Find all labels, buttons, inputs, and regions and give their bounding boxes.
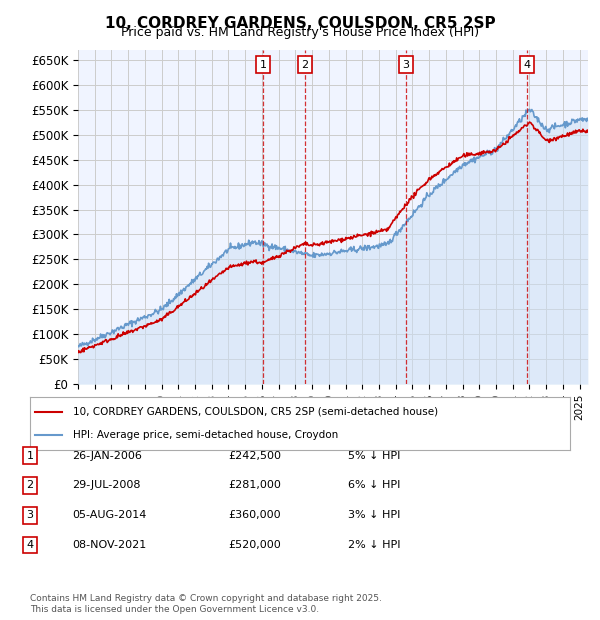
Text: 1: 1: [26, 451, 34, 461]
Text: 6% ↓ HPI: 6% ↓ HPI: [348, 480, 400, 490]
Text: 29-JUL-2008: 29-JUL-2008: [72, 480, 140, 490]
Text: £520,000: £520,000: [228, 540, 281, 550]
Text: 4: 4: [26, 540, 34, 550]
Text: 1: 1: [260, 60, 266, 69]
Text: 2% ↓ HPI: 2% ↓ HPI: [348, 540, 401, 550]
Text: 4: 4: [523, 60, 530, 69]
Text: 08-NOV-2021: 08-NOV-2021: [72, 540, 146, 550]
Text: 3: 3: [402, 60, 409, 69]
Text: 3: 3: [26, 510, 34, 520]
Text: £242,500: £242,500: [228, 451, 281, 461]
Text: Contains HM Land Registry data © Crown copyright and database right 2025.
This d: Contains HM Land Registry data © Crown c…: [30, 595, 382, 614]
Text: £281,000: £281,000: [228, 480, 281, 490]
Text: Price paid vs. HM Land Registry's House Price Index (HPI): Price paid vs. HM Land Registry's House …: [121, 26, 479, 39]
Text: 10, CORDREY GARDENS, COULSDON, CR5 2SP: 10, CORDREY GARDENS, COULSDON, CR5 2SP: [104, 16, 496, 30]
Text: HPI: Average price, semi-detached house, Croydon: HPI: Average price, semi-detached house,…: [73, 430, 338, 440]
Text: 3% ↓ HPI: 3% ↓ HPI: [348, 510, 400, 520]
Text: 2: 2: [26, 480, 34, 490]
Text: 2: 2: [301, 60, 308, 69]
Text: 10, CORDREY GARDENS, COULSDON, CR5 2SP (semi-detached house): 10, CORDREY GARDENS, COULSDON, CR5 2SP (…: [73, 407, 439, 417]
Text: 5% ↓ HPI: 5% ↓ HPI: [348, 451, 400, 461]
Text: £360,000: £360,000: [228, 510, 281, 520]
Text: 05-AUG-2014: 05-AUG-2014: [72, 510, 146, 520]
Text: 26-JAN-2006: 26-JAN-2006: [72, 451, 142, 461]
